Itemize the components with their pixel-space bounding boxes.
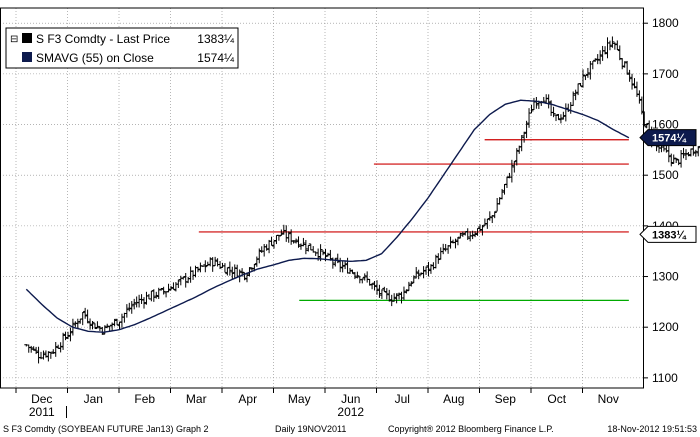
y-tick-label: 1300 [652, 270, 679, 284]
x-month-label: Jul [395, 392, 410, 406]
footer-copyright: Copyright® 2012 Bloomberg Finance L.P. [388, 424, 554, 434]
x-year-label: 2012 [337, 405, 364, 419]
y-tick-label: 1700 [652, 67, 679, 81]
y-tick-label: 1600 [652, 118, 679, 132]
y-tick-label: 1100 [652, 371, 678, 385]
y-tick-label: 1200 [652, 320, 679, 334]
x-month-label: Jun [341, 392, 360, 406]
footer-security: S F3 Comdty (SOYBEAN FUTURE Jan13) Graph… [3, 424, 209, 434]
plot-area: 11001200130014001500160017001800DecJanFe… [0, 7, 700, 419]
x-month-label: May [288, 392, 311, 406]
sma-55-line [25, 99, 630, 334]
legend-value-sma: 1574¼ [197, 51, 235, 65]
x-month-label: Apr [238, 392, 257, 406]
footer: S F3 Comdty (SOYBEAN FUTURE Jan13) Graph… [3, 424, 697, 434]
x-month-label: Feb [134, 392, 155, 406]
x-month-label: Dec [31, 392, 52, 406]
legend-swatch-price [22, 33, 32, 43]
price-tag-label: 1574¼ [652, 133, 686, 145]
price-tag-label: 1383¼ [652, 229, 686, 241]
x-month-label: Sep [495, 392, 517, 406]
x-month-label: Aug [443, 392, 464, 406]
legend-swatch-sma [22, 52, 32, 62]
plot-border [0, 7, 644, 389]
legend-label-price: S F3 Comdty - Last Price [36, 32, 170, 46]
footer-period: Daily 19NOV2011 [275, 424, 346, 434]
legend-box [5, 27, 239, 69]
x-month-label: Mar [186, 392, 207, 406]
x-month-label: Jan [84, 392, 103, 406]
y-tick-label: 1800 [652, 16, 679, 30]
legend-label-sma: SMAVG (55) on Close [36, 51, 154, 65]
x-year-label: 2011 [29, 405, 55, 419]
x-month-label: Nov [598, 392, 619, 406]
x-month-label: Oct [547, 392, 566, 406]
price-tag [639, 225, 697, 243]
footer-timestamp: 18-Nov-2012 19:51:53 [607, 424, 697, 434]
price-tag [639, 129, 697, 147]
legend-value-price: 1383¼ [197, 32, 235, 46]
y-tick-label: 1500 [652, 168, 679, 182]
legend-toggle-icon[interactable]: ⊟ [10, 34, 18, 45]
legend: ⊟ S F3 Comdty - Last Price 1383¼ SMAVG (… [5, 27, 239, 69]
